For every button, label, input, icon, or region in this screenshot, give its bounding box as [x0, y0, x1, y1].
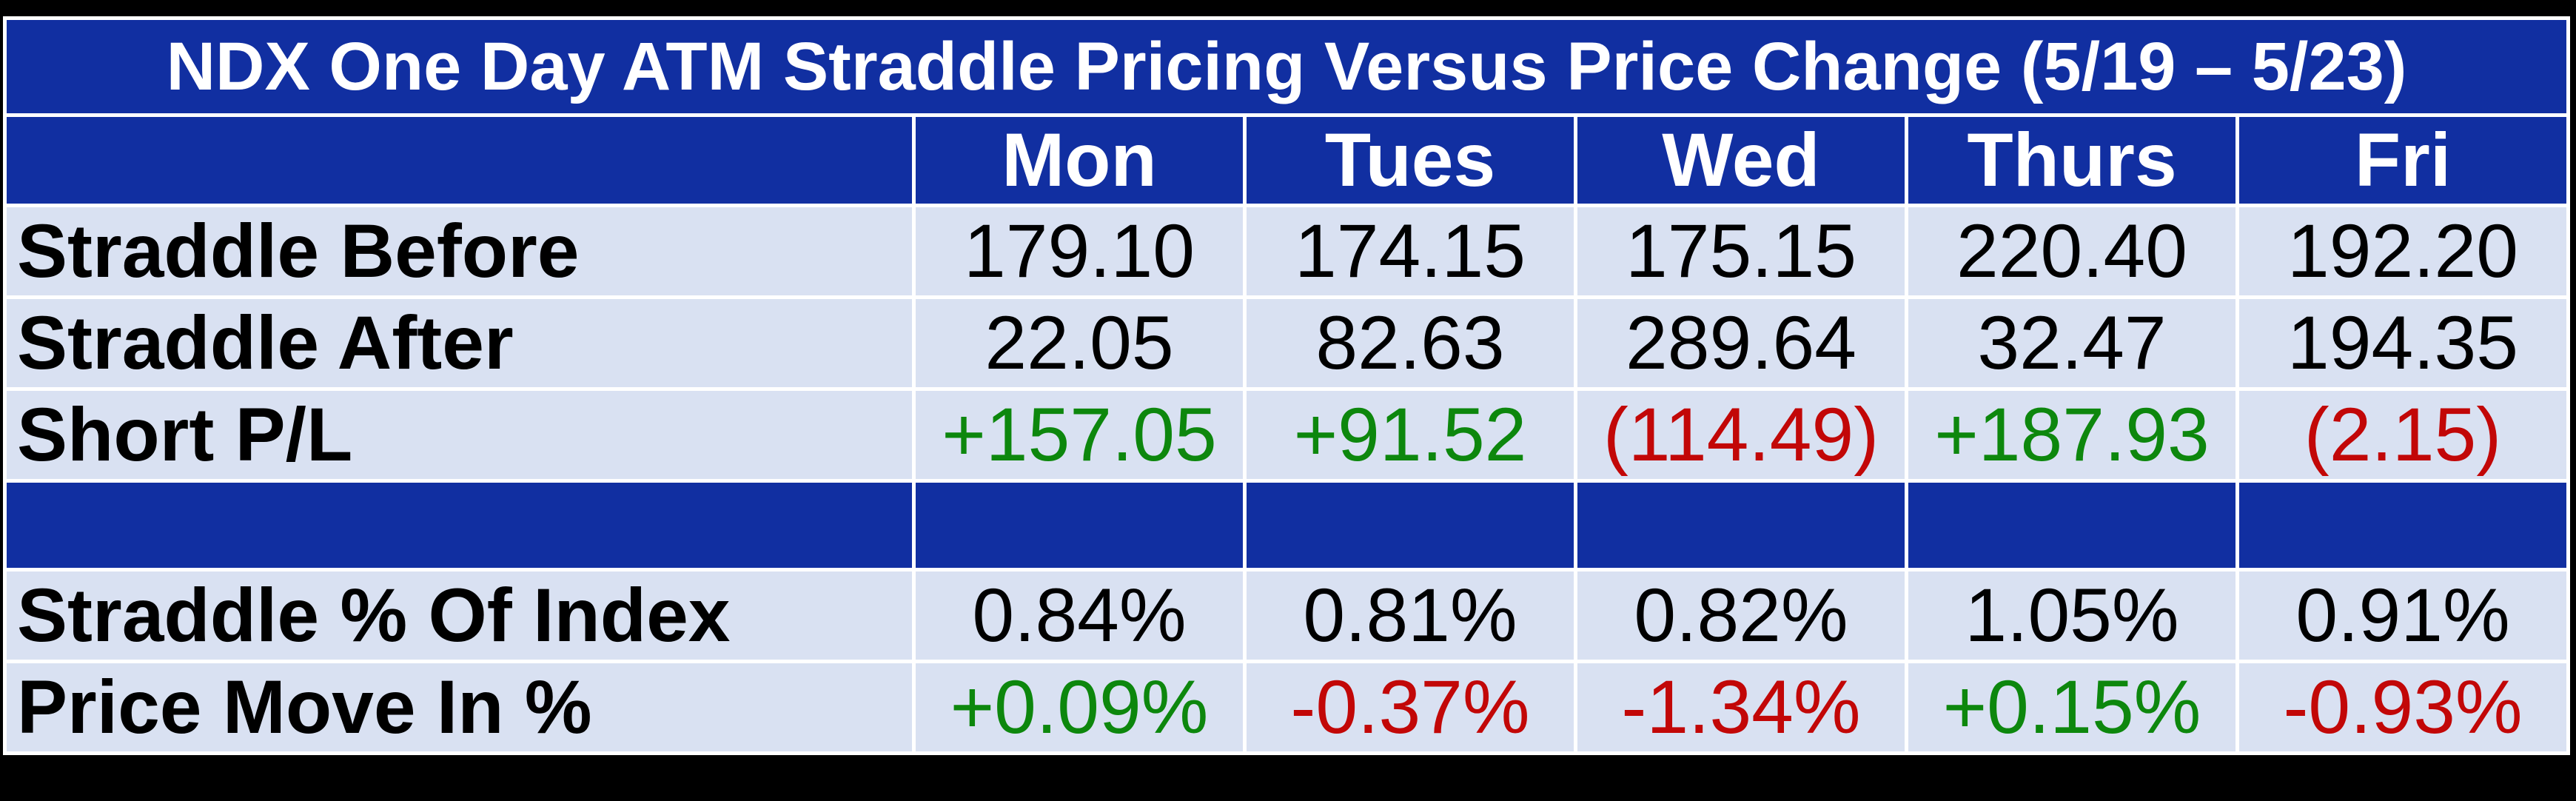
- table-row: Straddle After 22.05 82.63 289.64 32.47 194.3…: [7, 299, 2567, 387]
- value-cell-mon: 179.10: [916, 207, 1243, 295]
- value-cell-mon: +157.05: [916, 391, 1243, 479]
- row-label-cell: Straddle % Of Index: [7, 572, 912, 660]
- row-label-cell: Straddle Before: [7, 207, 912, 295]
- day-header-row: Mon Tues Wed Thurs Fri: [7, 117, 2567, 204]
- table-row: Straddle % Of Index 0.84% 0.81% 0.82% 1.05% 0…: [7, 572, 2567, 660]
- day-header-wed: Wed: [1577, 117, 1905, 204]
- straddle-table-wrap: NDX One Day ATM Straddle Pricing Versus …: [3, 16, 2571, 755]
- value-cell-fri: 0.91%: [2239, 572, 2567, 660]
- value-cell-wed: 175.15: [1577, 207, 1905, 295]
- value-cell-wed: -1.34%: [1577, 663, 1905, 751]
- day-header-thurs: Thurs: [1908, 117, 2235, 204]
- spacer-cell: [916, 483, 1243, 568]
- value-cell-fri: -0.93%: [2239, 663, 2567, 751]
- value-cell-mon: 22.05: [916, 299, 1243, 387]
- spacer-label-cell: [7, 483, 912, 568]
- value-cell-thurs: +187.93: [1908, 391, 2235, 479]
- spacer-cell: [1577, 483, 1905, 568]
- day-header-tues: Tues: [1247, 117, 1574, 204]
- table-title: NDX One Day ATM Straddle Pricing Versus …: [7, 20, 2567, 113]
- table-row: Short P/L +157.05 +91.52 (114.49) +187.93 (2.…: [7, 391, 2567, 479]
- table-row: Straddle Before 179.10 174.15 175.15 220.40 1…: [7, 207, 2567, 295]
- row-label-cell: Price Move In %: [7, 663, 912, 751]
- spacer-cell: [1247, 483, 1574, 568]
- title-row: NDX One Day ATM Straddle Pricing Versus …: [7, 20, 2567, 113]
- value-cell-mon: 0.84%: [916, 572, 1243, 660]
- spacer-cell: [2239, 483, 2567, 568]
- value-cell-tues: +91.52: [1247, 391, 1574, 479]
- day-header-fri: Fri: [2239, 117, 2567, 204]
- value-cell-fri: (2.15): [2239, 391, 2567, 479]
- value-cell-thurs: +0.15%: [1908, 663, 2235, 751]
- value-cell-thurs: 32.47: [1908, 299, 2235, 387]
- value-cell-fri: 194.35: [2239, 299, 2567, 387]
- spacer-cell: [1908, 483, 2235, 568]
- value-cell-thurs: 1.05%: [1908, 572, 2235, 660]
- value-cell-wed: 289.64: [1577, 299, 1905, 387]
- value-cell-wed: 0.82%: [1577, 572, 1905, 660]
- table-row: Price Move In % +0.09% -0.37% -1.34% +0.15% -…: [7, 663, 2567, 751]
- value-cell-thurs: 220.40: [1908, 207, 2235, 295]
- value-cell-tues: 0.81%: [1247, 572, 1574, 660]
- value-cell-mon: +0.09%: [916, 663, 1243, 751]
- value-cell-tues: 174.15: [1247, 207, 1574, 295]
- row-label-cell: Straddle After: [7, 299, 912, 387]
- day-header-mon: Mon: [916, 117, 1243, 204]
- value-cell-fri: 192.20: [2239, 207, 2567, 295]
- row-label-cell: Short P/L: [7, 391, 912, 479]
- straddle-pricing-table: NDX One Day ATM Straddle Pricing Versus …: [3, 16, 2571, 755]
- corner-cell: [7, 117, 912, 204]
- spacer-row: [7, 483, 2567, 568]
- value-cell-tues: 82.63: [1247, 299, 1574, 387]
- value-cell-tues: -0.37%: [1247, 663, 1574, 751]
- value-cell-wed: (114.49): [1577, 391, 1905, 479]
